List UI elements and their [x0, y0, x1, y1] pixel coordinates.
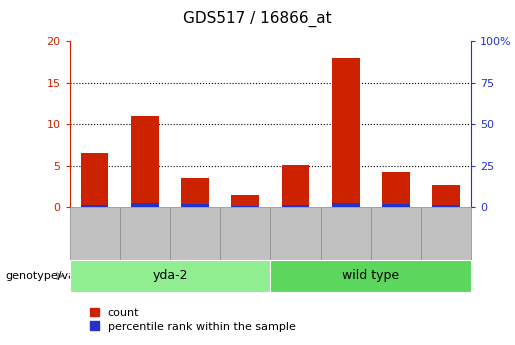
Bar — [432, 205, 460, 207]
Bar — [231, 195, 259, 207]
Bar — [282, 205, 310, 207]
Bar — [432, 186, 460, 207]
Bar — [382, 172, 410, 207]
Bar — [382, 204, 410, 207]
Bar — [81, 153, 109, 207]
Text: GDS517 / 16866_at: GDS517 / 16866_at — [183, 10, 332, 27]
Text: GSM13776: GSM13776 — [336, 205, 346, 262]
Legend: count, percentile rank within the sample: count, percentile rank within the sample — [85, 304, 300, 336]
Text: wild type: wild type — [342, 269, 399, 283]
Text: GSM13788: GSM13788 — [436, 205, 446, 262]
Bar — [131, 116, 159, 207]
Text: GSM13777: GSM13777 — [135, 205, 145, 262]
Text: genotype/variation: genotype/variation — [5, 271, 111, 281]
Bar — [332, 203, 359, 207]
Text: GSM13790: GSM13790 — [235, 205, 245, 262]
Bar — [131, 203, 159, 207]
Text: yda-2: yda-2 — [152, 269, 187, 283]
Bar — [282, 165, 310, 207]
Bar — [332, 58, 359, 207]
Bar — [231, 206, 259, 207]
Text: GSM13775: GSM13775 — [84, 205, 95, 262]
Bar — [181, 178, 209, 207]
Text: GSM13786: GSM13786 — [386, 205, 396, 262]
Bar — [81, 205, 109, 207]
Text: GSM13774: GSM13774 — [285, 205, 296, 262]
Bar — [181, 204, 209, 207]
Text: GSM13787: GSM13787 — [185, 205, 195, 262]
